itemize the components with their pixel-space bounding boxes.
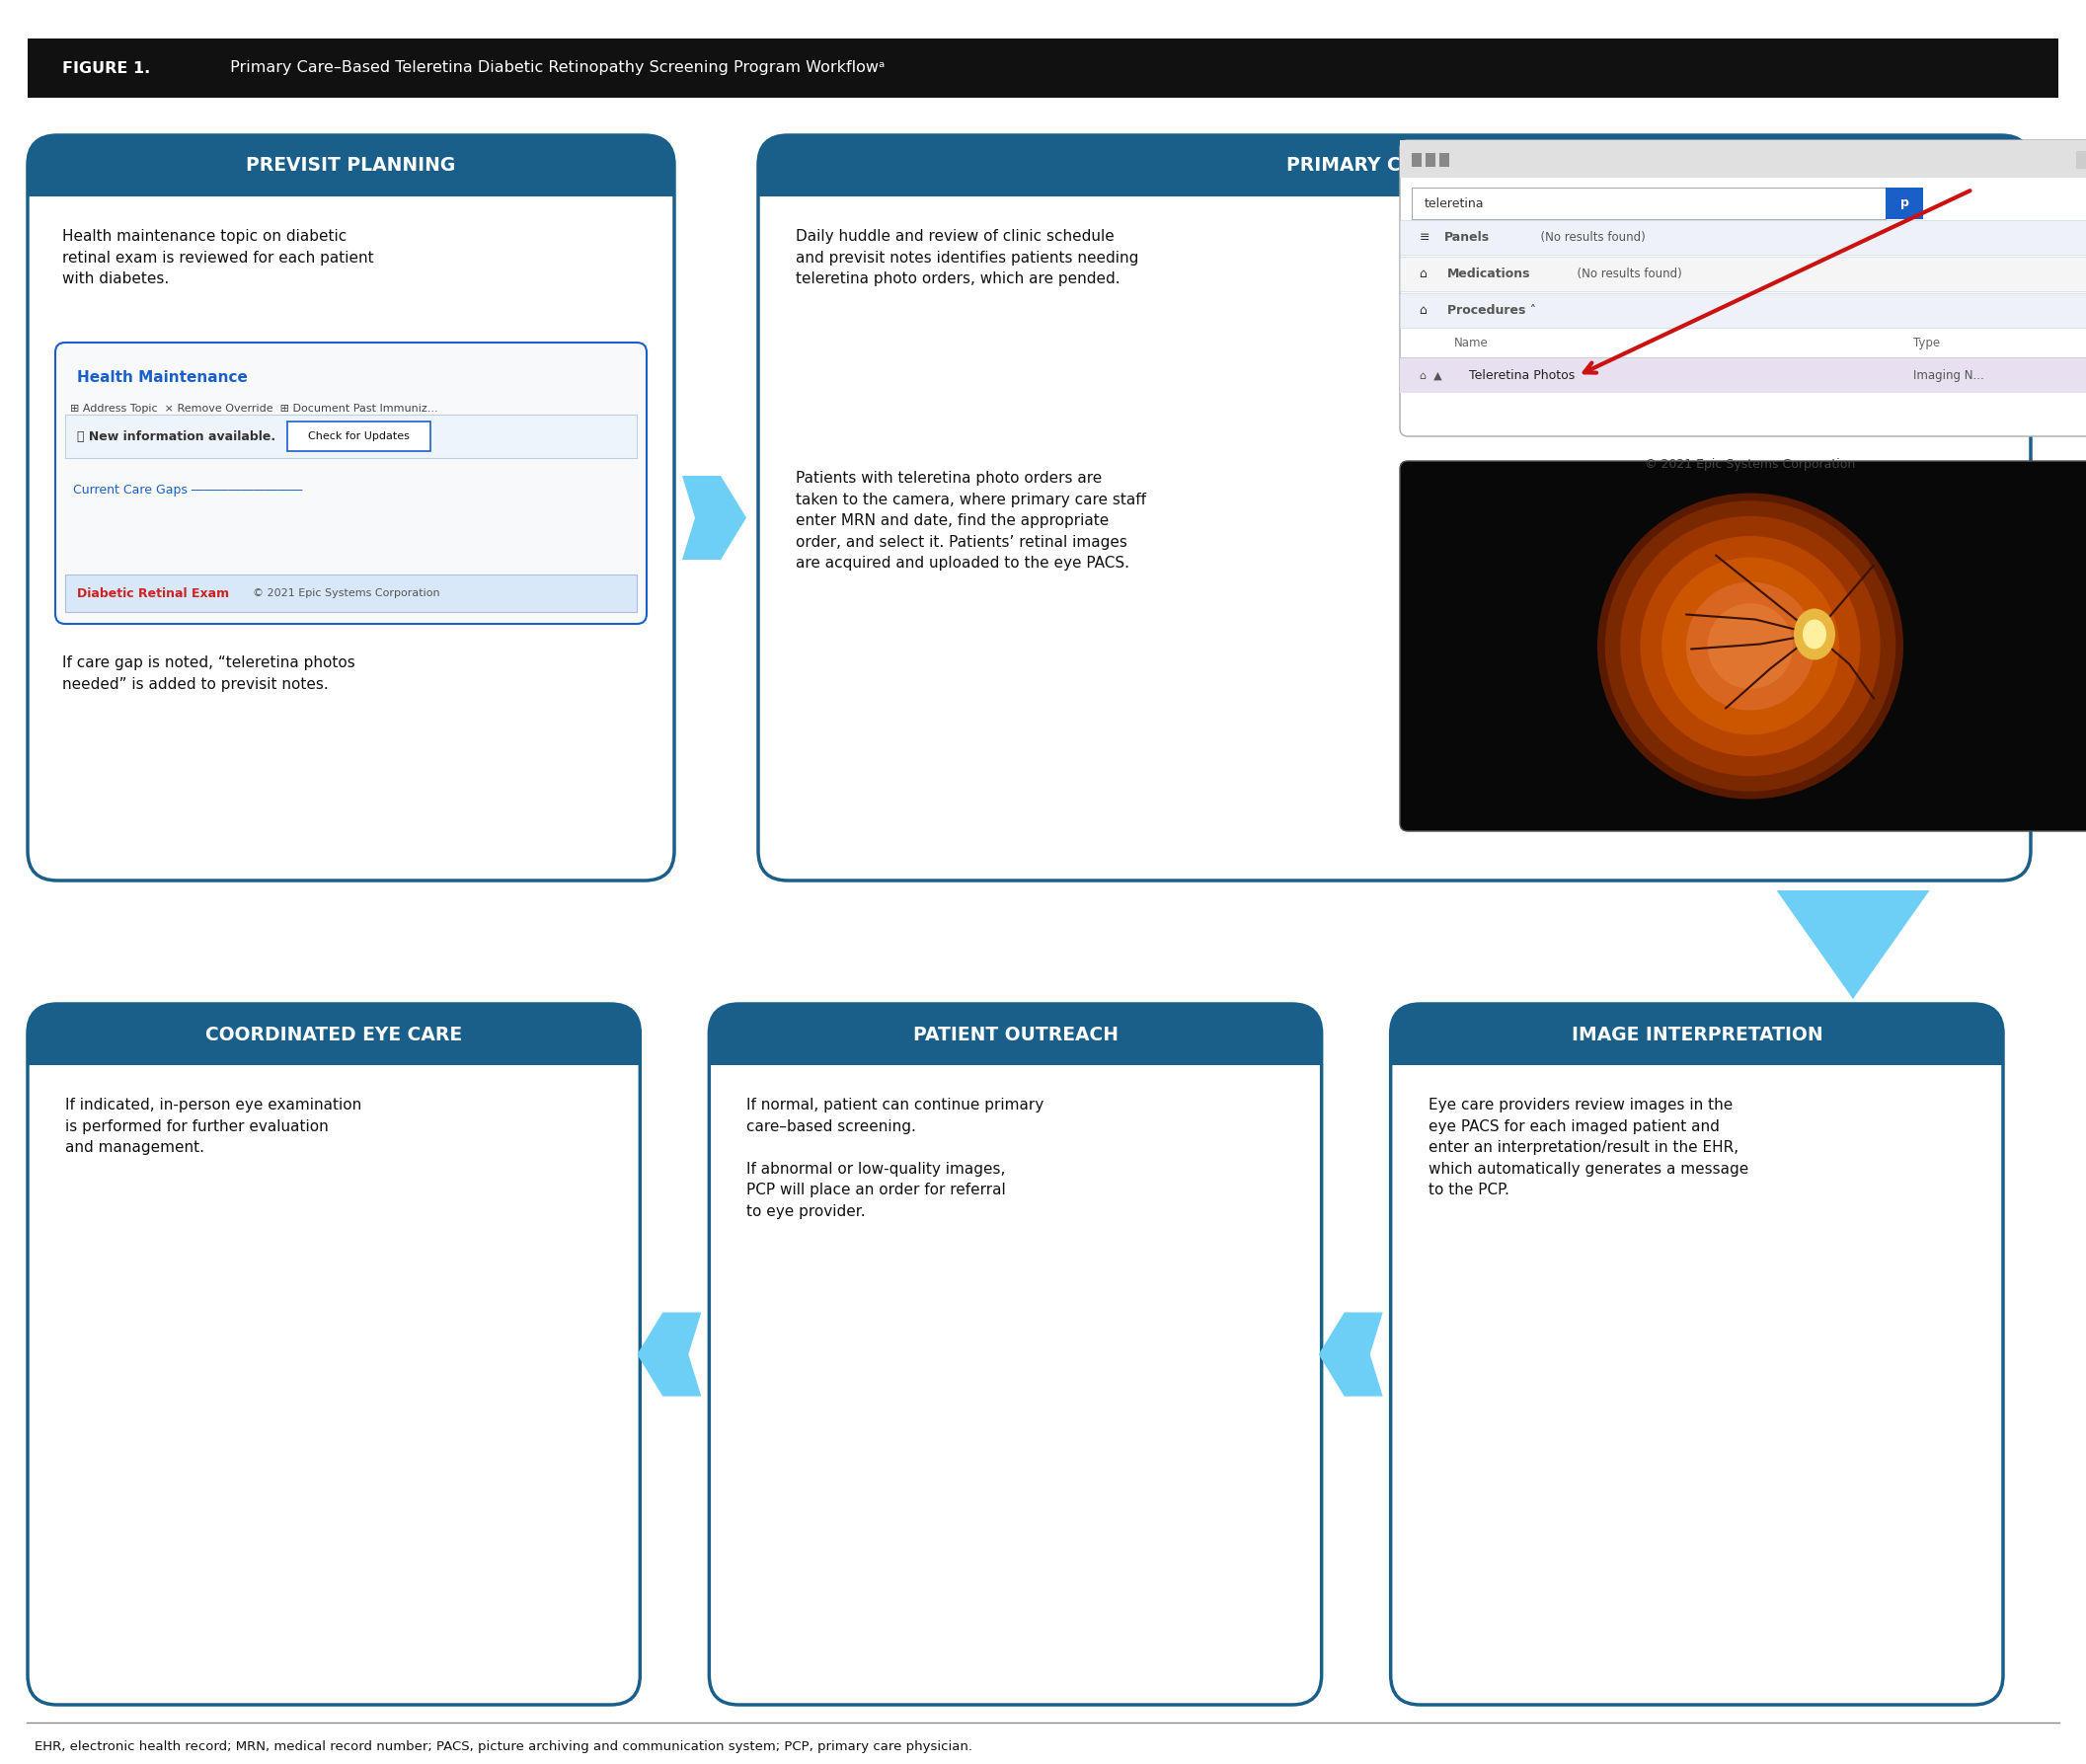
- Text: © 2021 Epic Systems Corporation: © 2021 Epic Systems Corporation: [1646, 459, 1857, 471]
- Bar: [288, 422, 430, 452]
- Text: If normal, patient can continue primary
care–based screening.

If abnormal or lo: If normal, patient can continue primary …: [747, 1097, 1045, 1219]
- Bar: [1391, 1034, 2003, 1065]
- Bar: [1886, 187, 1923, 219]
- Bar: [1400, 293, 2086, 328]
- Bar: [65, 415, 636, 459]
- FancyBboxPatch shape: [27, 1004, 640, 1704]
- Bar: [2076, 152, 2086, 169]
- Bar: [1439, 153, 1450, 168]
- Text: (No results found): (No results found): [1569, 268, 1681, 280]
- Bar: [709, 1034, 1320, 1065]
- Text: ≡: ≡: [1421, 231, 1433, 243]
- FancyBboxPatch shape: [56, 342, 647, 624]
- Polygon shape: [1318, 1312, 1383, 1397]
- Text: teleretina: teleretina: [1425, 198, 1485, 210]
- FancyBboxPatch shape: [27, 136, 674, 880]
- Circle shape: [1708, 603, 1794, 690]
- Text: ⌂: ⌂: [1421, 303, 1431, 318]
- Text: Daily huddle and review of clinic schedule
and previsit notes identifies patient: Daily huddle and review of clinic schedu…: [795, 229, 1139, 286]
- Text: EHR, electronic health record; MRN, medical record number; PACS, picture archivi: EHR, electronic health record; MRN, medi…: [35, 1741, 972, 1753]
- Bar: [1412, 187, 1886, 219]
- Text: ⓘ New information available.: ⓘ New information available.: [77, 430, 275, 443]
- FancyBboxPatch shape: [1400, 460, 2086, 831]
- Text: Procedures ˄: Procedures ˄: [1448, 303, 1535, 318]
- Text: p: p: [1900, 198, 1909, 210]
- Text: Medications: Medications: [1448, 268, 1531, 280]
- Text: Primary Care–Based Teleretina Diabetic Retinopathy Screening Program Workflowᵃ: Primary Care–Based Teleretina Diabetic R…: [225, 60, 884, 76]
- Polygon shape: [636, 1312, 701, 1397]
- Text: ⊞ Address Topic  × Remove Override  ⊞ Document Past Immuniz...: ⊞ Address Topic × Remove Override ⊞ Docu…: [71, 404, 438, 413]
- Bar: [1400, 139, 2086, 178]
- Bar: [1400, 220, 2086, 254]
- Ellipse shape: [1802, 619, 1827, 649]
- Bar: [29, 1034, 638, 1065]
- Text: IMAGE INTERPRETATION: IMAGE INTERPRETATION: [1571, 1025, 1823, 1044]
- Text: Health Maintenance: Health Maintenance: [77, 370, 248, 385]
- Bar: [65, 575, 636, 612]
- Text: PATIENT OUTREACH: PATIENT OUTREACH: [914, 1025, 1118, 1044]
- FancyBboxPatch shape: [1400, 139, 2086, 436]
- Text: Check for Updates: Check for Updates: [309, 432, 409, 441]
- Bar: [1400, 358, 2086, 393]
- Bar: [759, 166, 2030, 196]
- Text: Imaging N...: Imaging N...: [1913, 369, 1984, 383]
- Polygon shape: [682, 476, 747, 559]
- Bar: [27, 39, 2059, 97]
- Circle shape: [1685, 582, 1815, 711]
- FancyBboxPatch shape: [757, 136, 2030, 880]
- FancyBboxPatch shape: [27, 1004, 640, 1065]
- Bar: [1412, 153, 1421, 168]
- Text: ⌂: ⌂: [1421, 268, 1431, 280]
- Ellipse shape: [1794, 609, 1836, 660]
- Text: Current Care Gaps ―――――――――: Current Care Gaps ―――――――――: [73, 483, 302, 496]
- Text: (No results found): (No results found): [1533, 231, 1646, 243]
- Bar: [1425, 153, 1435, 168]
- Text: FIGURE 1.: FIGURE 1.: [63, 60, 150, 76]
- FancyBboxPatch shape: [757, 136, 2030, 196]
- FancyBboxPatch shape: [1391, 1004, 2003, 1704]
- Circle shape: [1598, 494, 1902, 799]
- FancyBboxPatch shape: [1391, 1004, 2003, 1065]
- Circle shape: [1621, 517, 1879, 776]
- Text: If care gap is noted, “teleretina photos
needed” is added to previsit notes.: If care gap is noted, “teleretina photos…: [63, 656, 355, 691]
- Polygon shape: [1777, 891, 1930, 998]
- Text: Teleretina Photos: Teleretina Photos: [1469, 369, 1575, 383]
- Text: PRIMARY CARE VISIT: PRIMARY CARE VISIT: [1287, 157, 1502, 175]
- Text: If indicated, in-person eye examination
is performed for further evaluation
and : If indicated, in-person eye examination …: [65, 1097, 361, 1155]
- Text: Health maintenance topic on diabetic
retinal exam is reviewed for each patient
w: Health maintenance topic on diabetic ret…: [63, 229, 373, 286]
- FancyBboxPatch shape: [709, 1004, 1323, 1704]
- Text: Eye care providers review images in the
eye PACS for each imaged patient and
ent: Eye care providers review images in the …: [1429, 1097, 1748, 1198]
- Text: ⌂  ▲: ⌂ ▲: [1421, 370, 1446, 381]
- Circle shape: [1604, 501, 1896, 792]
- Bar: [29, 166, 674, 196]
- Circle shape: [1640, 536, 1861, 757]
- Text: PREVISIT PLANNING: PREVISIT PLANNING: [246, 157, 455, 175]
- Text: Diabetic Retinal Exam: Diabetic Retinal Exam: [77, 587, 229, 600]
- Text: Panels: Panels: [1444, 231, 1489, 243]
- Circle shape: [1663, 557, 1840, 736]
- FancyBboxPatch shape: [27, 136, 674, 196]
- Text: Patients with teleretina photo orders are
taken to the camera, where primary car: Patients with teleretina photo orders ar…: [795, 471, 1145, 572]
- FancyBboxPatch shape: [709, 1004, 1323, 1065]
- Text: © 2021 Epic Systems Corporation: © 2021 Epic Systems Corporation: [252, 589, 440, 598]
- Text: Name: Name: [1454, 337, 1489, 349]
- Text: Type: Type: [1913, 337, 1940, 349]
- Text: COORDINATED EYE CARE: COORDINATED EYE CARE: [204, 1025, 463, 1044]
- Bar: [1400, 256, 2086, 291]
